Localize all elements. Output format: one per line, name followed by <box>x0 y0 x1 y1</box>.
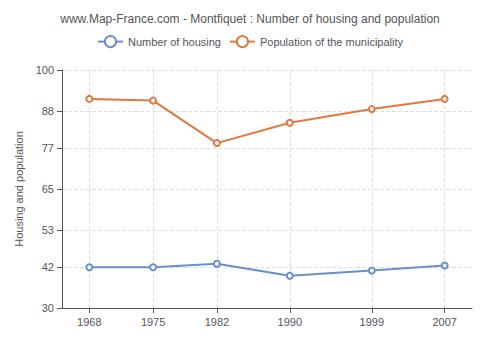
svg-text:53: 53 <box>42 224 54 236</box>
svg-text:1975: 1975 <box>141 316 165 328</box>
svg-text:1982: 1982 <box>205 316 229 328</box>
svg-text:100: 100 <box>36 64 54 76</box>
svg-text:www.Map-France.com - Montfique: www.Map-France.com - Montfiquet : Number… <box>59 12 440 26</box>
svg-text:65: 65 <box>42 183 54 195</box>
svg-text:77: 77 <box>42 142 54 154</box>
svg-text:30: 30 <box>42 302 54 314</box>
svg-text:Number of housing: Number of housing <box>128 36 221 48</box>
svg-text:Housing and population: Housing and population <box>13 131 25 247</box>
svg-text:88: 88 <box>42 105 54 117</box>
svg-text:Population of the municipality: Population of the municipality <box>260 36 404 48</box>
svg-text:42: 42 <box>42 261 54 273</box>
svg-text:2007: 2007 <box>432 316 456 328</box>
svg-text:1999: 1999 <box>360 316 384 328</box>
svg-text:1990: 1990 <box>278 316 302 328</box>
svg-text:1968: 1968 <box>77 316 101 328</box>
